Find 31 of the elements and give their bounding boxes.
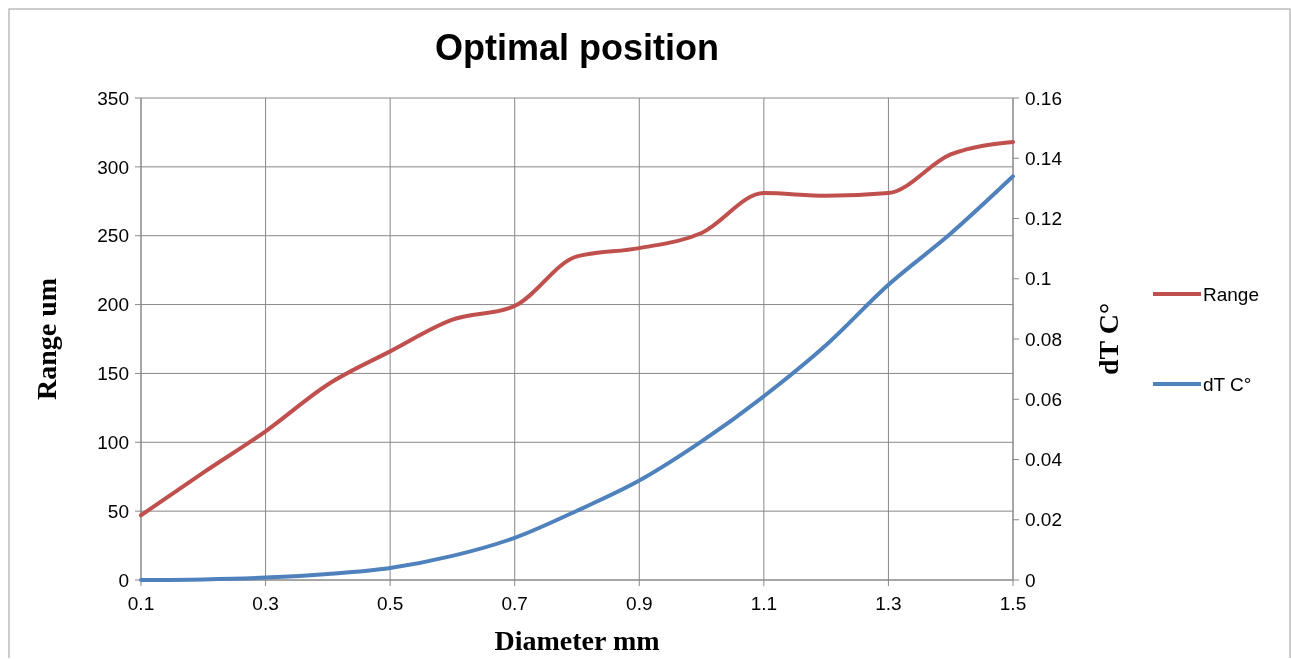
y-tick-label: 250: [97, 225, 129, 247]
y2-tick-label: 0.04: [1025, 449, 1063, 471]
y-tick-label: 0: [118, 569, 129, 591]
y2-tick-label: 0.08: [1025, 328, 1062, 350]
y-axis-title: Range um: [31, 277, 62, 401]
y2-tick-label: 0.1: [1025, 268, 1052, 290]
x-tick-label: 0.3: [252, 593, 279, 614]
y2-tick-label: 0.12: [1025, 208, 1062, 230]
y2-tick-label: 0: [1025, 569, 1036, 591]
x-axis-title: Diameter mm: [494, 625, 660, 656]
x-tick-label: 1.3: [875, 593, 902, 614]
y-tick-label: 50: [107, 500, 129, 522]
x-tick-label: 1.5: [999, 593, 1027, 614]
x-tick-label: 0.5: [376, 593, 404, 614]
legend-label: Range: [1203, 283, 1259, 305]
x-tick-label: 0.7: [501, 593, 528, 614]
y2-tick-label: 0.06: [1025, 388, 1062, 410]
y-tick-label: 200: [97, 294, 129, 316]
chart-title: Optimal position: [435, 27, 719, 68]
legend-label: dT C°: [1203, 373, 1252, 395]
x-tick-label: 1.1: [750, 593, 778, 614]
y2-tick-label: 0.14: [1025, 147, 1063, 169]
y-tick-label: 350: [97, 87, 129, 109]
y2-axis-title: dT C°: [1093, 302, 1124, 376]
y-tick-label: 150: [97, 363, 129, 385]
y2-tick-label: 0.16: [1025, 87, 1062, 109]
x-tick-label: 0.9: [626, 593, 653, 614]
y-tick-label: 300: [97, 156, 129, 178]
x-tick-label: 0.1: [127, 593, 155, 614]
y-tick-label: 100: [97, 431, 129, 453]
y2-tick-label: 0.02: [1025, 509, 1062, 531]
